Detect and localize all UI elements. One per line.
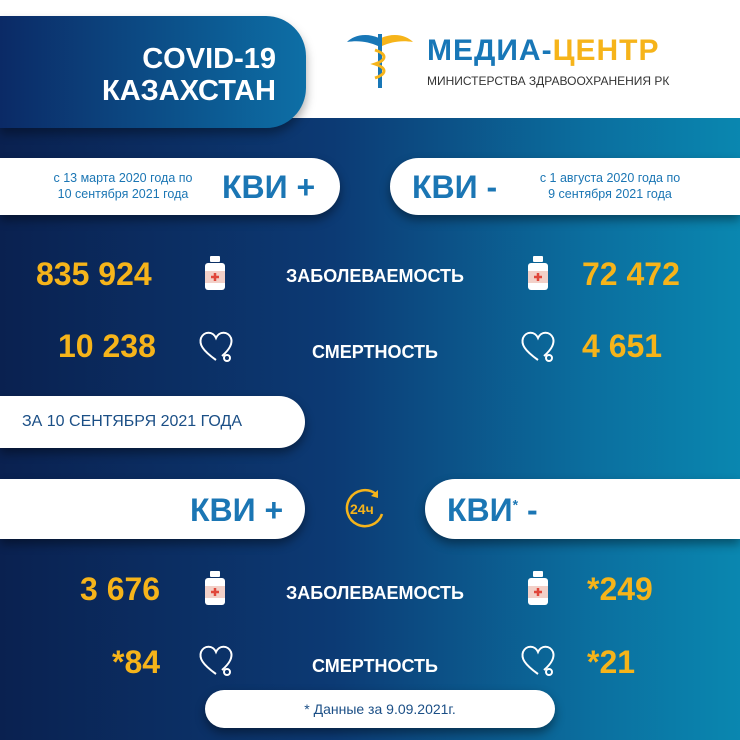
heart-icon bbox=[521, 645, 555, 676]
svg-text:24ч: 24ч bbox=[350, 501, 374, 517]
daily-positive-cases: 3 676 bbox=[80, 571, 161, 607]
daily-cases-label: ЗАБОЛЕВАЕМОСТЬ bbox=[286, 583, 464, 603]
daily-positive-label: КВИ + bbox=[190, 492, 284, 528]
negative-period: с 1 августа 2020 года по 9 сентября 2021 … bbox=[539, 171, 681, 201]
title-line1: COVID-19 bbox=[142, 43, 276, 75]
deaths-label: СМЕРТНОСТЬ bbox=[311, 342, 438, 362]
date-label: ЗА 10 СЕНТЯБРЯ 2021 ГОДА bbox=[22, 413, 243, 430]
logo-subtitle: МИНИСТЕРСТВА ЗДРАВООХРАНЕНИЯ РК bbox=[427, 74, 670, 88]
caduceus-icon bbox=[347, 34, 413, 88]
negative-label: КВИ - bbox=[412, 169, 498, 205]
heart-icon bbox=[199, 645, 233, 676]
daily-negative-cases: *249 bbox=[587, 571, 653, 607]
date-pill: ЗА 10 СЕНТЯБРЯ 2021 ГОДА bbox=[0, 396, 305, 448]
daily-deaths-label: СМЕРТНОСТЬ bbox=[311, 656, 438, 676]
footnote: * Данные за 9.09.2021г. bbox=[304, 701, 456, 717]
logo-title: МЕДИА-ЦЕНТР bbox=[427, 34, 660, 67]
cumulative-negative-cases: 72 472 bbox=[582, 256, 680, 292]
daily-negative-deaths: *21 bbox=[587, 644, 636, 680]
cases-label: ЗАБОЛЕВАЕМОСТЬ bbox=[286, 266, 464, 286]
cumulative-positive-pill: с 13 марта 2020 года по 10 сентября 2021 … bbox=[0, 158, 340, 215]
cumulative-positive-cases: 835 924 bbox=[36, 256, 152, 292]
positive-period: с 13 марта 2020 года по 10 сентября 2021 … bbox=[53, 171, 193, 201]
cumulative-positive-deaths: 10 238 bbox=[58, 328, 156, 364]
cumulative-negative-deaths: 4 651 bbox=[582, 328, 663, 364]
medicine-bottle-icon bbox=[528, 571, 548, 605]
heart-icon bbox=[199, 331, 233, 362]
daily-positive-deaths: *84 bbox=[112, 644, 161, 680]
medicine-bottle-icon bbox=[205, 256, 225, 290]
24h-icon: 24ч bbox=[345, 489, 384, 528]
medicine-bottle-icon bbox=[528, 256, 548, 290]
daily-negative-pill: КВИ* - bbox=[425, 479, 740, 539]
title-line2: КАЗАХСТАН bbox=[102, 75, 276, 107]
medicine-bottle-icon bbox=[205, 571, 225, 605]
daily-negative-label: КВИ* - bbox=[447, 492, 538, 528]
positive-label: КВИ + bbox=[222, 169, 316, 205]
footnote-pill: * Данные за 9.09.2021г. bbox=[205, 690, 555, 728]
ministry-logo: МЕДИА-ЦЕНТР МИНИСТЕРСТВА ЗДРАВООХРАНЕНИЯ… bbox=[345, 30, 725, 90]
daily-positive-pill: КВИ + bbox=[0, 479, 305, 539]
cumulative-negative-pill: КВИ - с 1 августа 2020 года по 9 сентября… bbox=[390, 158, 740, 215]
heart-icon bbox=[521, 331, 555, 362]
title-banner: COVID-19 КАЗАХСТАН bbox=[0, 16, 306, 128]
